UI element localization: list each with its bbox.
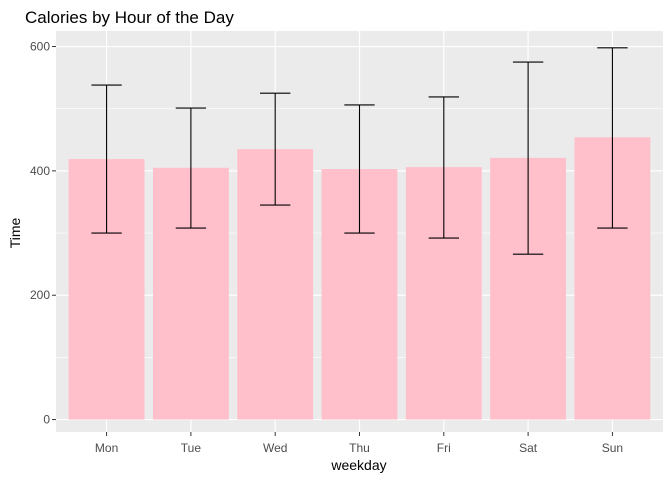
y-tick-label: 600 xyxy=(30,40,50,54)
errorbar-thu xyxy=(344,104,375,234)
errorbar-tue xyxy=(175,107,207,229)
x-tick-label-wed: Wed xyxy=(263,441,287,455)
y-tick-label: 0 xyxy=(43,413,50,427)
y-tick-label: 200 xyxy=(30,288,50,302)
y-axis-ticks: 0 200 400 600 xyxy=(30,40,56,427)
errorbar-sun xyxy=(597,47,628,229)
errorbar-wed xyxy=(260,92,291,206)
x-tick-label-thu: Thu xyxy=(349,441,370,455)
y-axis-title: Time xyxy=(7,217,23,248)
errorbar-mon xyxy=(91,84,122,234)
x-axis-ticks: Mon Tue Wed Thu Fri Sat Sun xyxy=(95,432,623,455)
y-tick-label: 400 xyxy=(30,164,50,178)
x-tick-label-fri: Fri xyxy=(437,441,451,455)
x-tick-label-mon: Mon xyxy=(95,441,118,455)
x-axis-title: weekday xyxy=(330,457,386,473)
error-bars xyxy=(91,47,628,255)
x-tick-label-sun: Sun xyxy=(602,441,623,455)
x-tick-label-tue: Tue xyxy=(181,441,202,455)
x-tick-label-sat: Sat xyxy=(519,441,538,455)
errorbar-sat xyxy=(512,61,544,255)
chart-title: Calories by Hour of the Day xyxy=(25,8,234,27)
errorbar-fri xyxy=(428,96,459,239)
